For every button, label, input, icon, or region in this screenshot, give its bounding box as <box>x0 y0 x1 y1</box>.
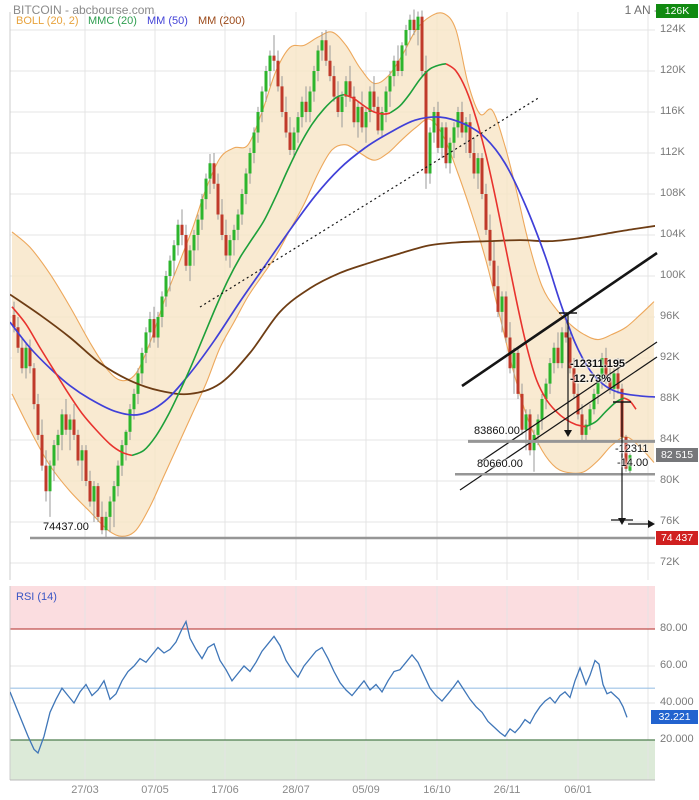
price-axis-tick: 88K <box>660 392 680 404</box>
price-axis-tick: 104K <box>660 228 686 240</box>
annotation-measure2-value: -12311 <box>615 443 649 455</box>
annotation-measure1-value: -12311.195 <box>570 358 626 370</box>
rsi-panel <box>9 586 655 781</box>
price-axis-tick: 112K <box>660 146 685 158</box>
price-axis-tick: 108K <box>660 187 686 199</box>
annotation-support1-label: 83860.00 <box>474 425 520 437</box>
price-axis-tick: 96K <box>660 310 680 322</box>
price-axis-tick: 80K <box>660 474 680 486</box>
annotation-measure1-percent: -12.73% <box>570 373 611 385</box>
legend-mm50: MM (50) <box>147 15 188 27</box>
drawings <box>30 96 658 540</box>
price-axis-tick: 120K <box>660 64 686 76</box>
price-axis-tick: 100K <box>660 269 686 281</box>
date-axis-tick: 26/11 <box>493 784 521 796</box>
legend-bollinger: BOLL (20, 2) <box>16 15 79 27</box>
rsi-axis-tick: 60.00 <box>660 659 688 671</box>
annotation-measure2-percent: -14.00 <box>617 457 649 469</box>
legend-mm200: MM (200) <box>198 15 246 27</box>
annotation-support3-label: 74437.00 <box>43 521 89 533</box>
candlesticks <box>12 9 632 538</box>
price-axis-tick: 116K <box>660 105 685 117</box>
legend-mmc20: MMC (20) <box>88 15 137 27</box>
price-axis-tick: 92K <box>660 351 680 363</box>
annotation-support2-label: 80660.00 <box>477 458 523 470</box>
price-axis-tick: 124K <box>660 23 686 35</box>
rsi-line <box>10 619 628 755</box>
rsi-value-badge: 32.221 <box>651 710 698 724</box>
rsi-axis-tick: 20.000 <box>660 733 694 745</box>
price-axis-tick: 76K <box>660 515 680 527</box>
rsi-axis-tick: 80.00 <box>660 622 688 634</box>
price-badge-last: 82 515 <box>656 448 698 462</box>
date-axis-tick: 17/06 <box>211 784 239 796</box>
date-axis-tick: 05/09 <box>352 784 380 796</box>
price-axis-tick: 72K <box>660 556 680 568</box>
date-axis-tick: 27/03 <box>71 784 99 796</box>
date-axis-tick: 16/10 <box>423 784 451 796</box>
moving-averages <box>10 63 655 457</box>
rsi-indicator-label: RSI (14) <box>16 591 57 603</box>
rsi-axis-tick: 40.000 <box>660 696 694 708</box>
date-axis-tick: 06/01 <box>564 784 592 796</box>
instrument-title: BITCOIN - abcbourse.com <box>13 3 155 17</box>
price-badge-low: 74 437 <box>656 531 698 545</box>
price-badge-high: 126K <box>656 4 698 18</box>
date-axis-tick: 28/07 <box>282 784 310 796</box>
price-axis-tick: 84K <box>660 433 680 445</box>
date-axis-tick: 07/05 <box>141 784 169 796</box>
